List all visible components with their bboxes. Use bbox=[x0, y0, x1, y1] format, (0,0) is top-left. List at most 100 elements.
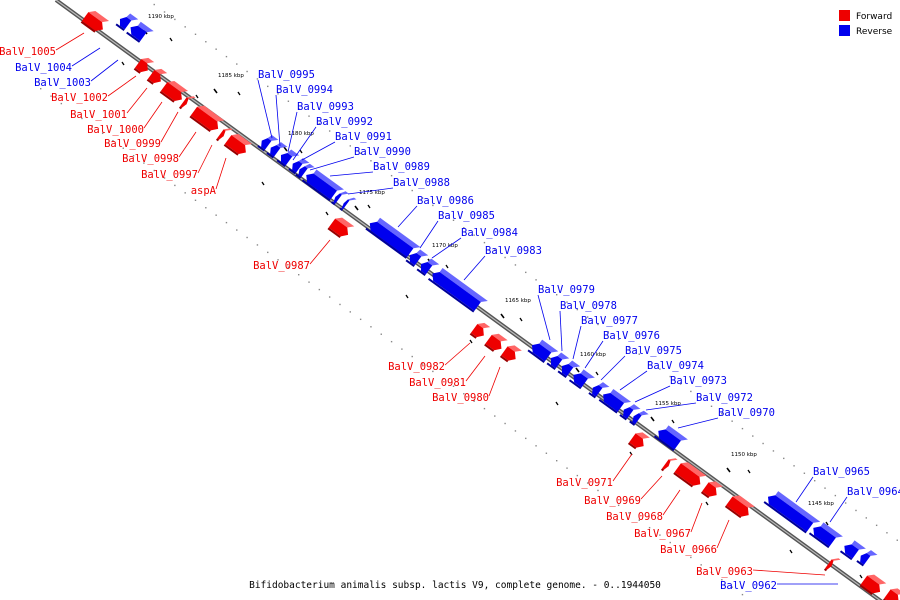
gene-top-face bbox=[598, 382, 610, 388]
ruler-dot bbox=[91, 125, 93, 127]
gene-label: BalV_1002 bbox=[51, 92, 108, 104]
gene-balv-0988 bbox=[339, 197, 357, 211]
gene-top-face bbox=[635, 432, 650, 439]
ruler-dot bbox=[494, 249, 496, 251]
tick-label: 1180 kbp bbox=[288, 131, 314, 137]
gene-side-face bbox=[568, 379, 582, 390]
gene-front-face bbox=[501, 346, 516, 361]
legend-forward-label: Forward bbox=[856, 12, 892, 22]
ruler-dot bbox=[215, 48, 217, 50]
ruler-dot bbox=[153, 169, 155, 172]
gene-label: BalV_0975 bbox=[625, 345, 682, 357]
gene-top-face bbox=[223, 128, 233, 131]
ruler-dot bbox=[617, 338, 620, 341]
gene-top-face bbox=[347, 197, 357, 201]
gene-top-face bbox=[339, 191, 349, 195]
ruler-dot bbox=[710, 571, 713, 573]
gene-top-face bbox=[831, 558, 841, 561]
gene-label: BalV_0984 bbox=[461, 227, 518, 239]
gene-side-face bbox=[673, 472, 694, 488]
ruler-dot bbox=[875, 524, 878, 527]
ruler-dot bbox=[896, 539, 898, 541]
ruler-dot bbox=[390, 174, 393, 177]
gene-front-face bbox=[662, 459, 671, 470]
gene-side-face bbox=[301, 179, 331, 202]
gene-top-face bbox=[167, 80, 189, 93]
ruler-dot bbox=[184, 192, 186, 194]
gene-balv-0986 bbox=[365, 217, 421, 259]
ruler-dot bbox=[752, 435, 754, 437]
ruler-dot bbox=[721, 579, 723, 581]
leader-line bbox=[309, 239, 331, 265]
ruler-dot bbox=[483, 407, 486, 410]
tick-mark bbox=[405, 294, 409, 299]
gene-balv-1002 bbox=[133, 57, 155, 74]
gene-top-face bbox=[668, 458, 678, 461]
leader-line bbox=[397, 205, 418, 228]
ruler-dot bbox=[256, 78, 259, 80]
gene-front-face bbox=[767, 495, 814, 532]
tick-mark bbox=[354, 205, 359, 211]
gene-side-face bbox=[823, 568, 828, 572]
gene-top-face bbox=[890, 588, 900, 595]
leader-line bbox=[90, 59, 119, 82]
tick-mark bbox=[283, 146, 288, 152]
tick-mark bbox=[825, 521, 829, 526]
gene-top-face bbox=[477, 322, 491, 329]
gene-top-face bbox=[298, 158, 310, 164]
ruler-dot bbox=[205, 41, 207, 43]
gene-side-face bbox=[115, 23, 125, 32]
gene-top-face bbox=[539, 339, 559, 353]
ruler-dot bbox=[504, 422, 506, 425]
leader-line bbox=[126, 87, 148, 114]
gene-label: BalV_0980 bbox=[432, 392, 489, 404]
tick-mark bbox=[213, 88, 218, 94]
gene-side-face bbox=[223, 143, 239, 156]
gene-top-face bbox=[568, 360, 581, 368]
ruler-dot bbox=[256, 244, 259, 246]
gene-balv-0976 bbox=[568, 369, 595, 390]
ruler-dot bbox=[834, 494, 837, 497]
gene-front-face bbox=[884, 589, 899, 600]
gene-top-face bbox=[867, 574, 887, 585]
gene-front-face bbox=[485, 334, 502, 351]
gene-top-face bbox=[186, 96, 196, 99]
tick-mark bbox=[325, 211, 329, 216]
tick-mark bbox=[500, 313, 505, 319]
gene-side-face bbox=[295, 173, 302, 179]
tick-mark bbox=[121, 61, 125, 66]
leader-line bbox=[215, 157, 227, 190]
gene-balv-0999 bbox=[178, 96, 196, 110]
gene-balv-0997 bbox=[215, 128, 233, 142]
tick-mark bbox=[367, 204, 371, 209]
gene-label: BalV_0986 bbox=[417, 195, 474, 207]
gene-top-face bbox=[197, 105, 225, 122]
tick-mark bbox=[519, 317, 523, 322]
ruler-dot bbox=[153, 3, 155, 6]
tick-label: 1170 kbp bbox=[432, 243, 458, 249]
gene-side-face bbox=[215, 138, 220, 142]
ruler-dot bbox=[566, 467, 568, 469]
ruler-dot bbox=[194, 33, 197, 35]
leader-line bbox=[160, 111, 179, 143]
tick-mark bbox=[555, 401, 559, 406]
leader-line bbox=[795, 476, 814, 503]
ruler-dot bbox=[535, 279, 537, 281]
ruler-dot bbox=[607, 497, 609, 499]
gene-front-face bbox=[550, 355, 563, 369]
gene-balv-0984 bbox=[416, 258, 440, 277]
tick-mark bbox=[575, 367, 580, 373]
ruler-dot bbox=[122, 147, 124, 149]
leader-line bbox=[829, 496, 848, 523]
ruler-dot bbox=[308, 115, 310, 117]
ruler-dot bbox=[628, 346, 630, 348]
gene-label: BalV_0998 bbox=[122, 153, 179, 165]
ruler-dot bbox=[659, 368, 661, 370]
gene-front-face bbox=[860, 575, 881, 594]
ruler-dot bbox=[298, 108, 300, 110]
ruler-dot bbox=[298, 274, 300, 276]
leader-line bbox=[612, 453, 633, 482]
tick-label: 1165 kbp bbox=[505, 298, 531, 304]
ruler-dot bbox=[638, 353, 640, 355]
ruler-dot bbox=[762, 442, 764, 445]
